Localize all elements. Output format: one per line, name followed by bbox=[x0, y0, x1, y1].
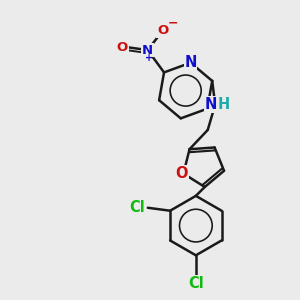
Text: N: N bbox=[142, 44, 153, 57]
Text: Cl: Cl bbox=[188, 276, 204, 291]
Text: N: N bbox=[205, 97, 217, 112]
Text: −: − bbox=[168, 17, 178, 30]
Text: N: N bbox=[184, 55, 197, 70]
Text: Cl: Cl bbox=[130, 200, 145, 215]
Text: O: O bbox=[157, 24, 168, 37]
Text: +: + bbox=[145, 53, 153, 63]
Text: O: O bbox=[176, 166, 188, 181]
Text: O: O bbox=[117, 40, 128, 54]
Text: H: H bbox=[218, 97, 230, 112]
